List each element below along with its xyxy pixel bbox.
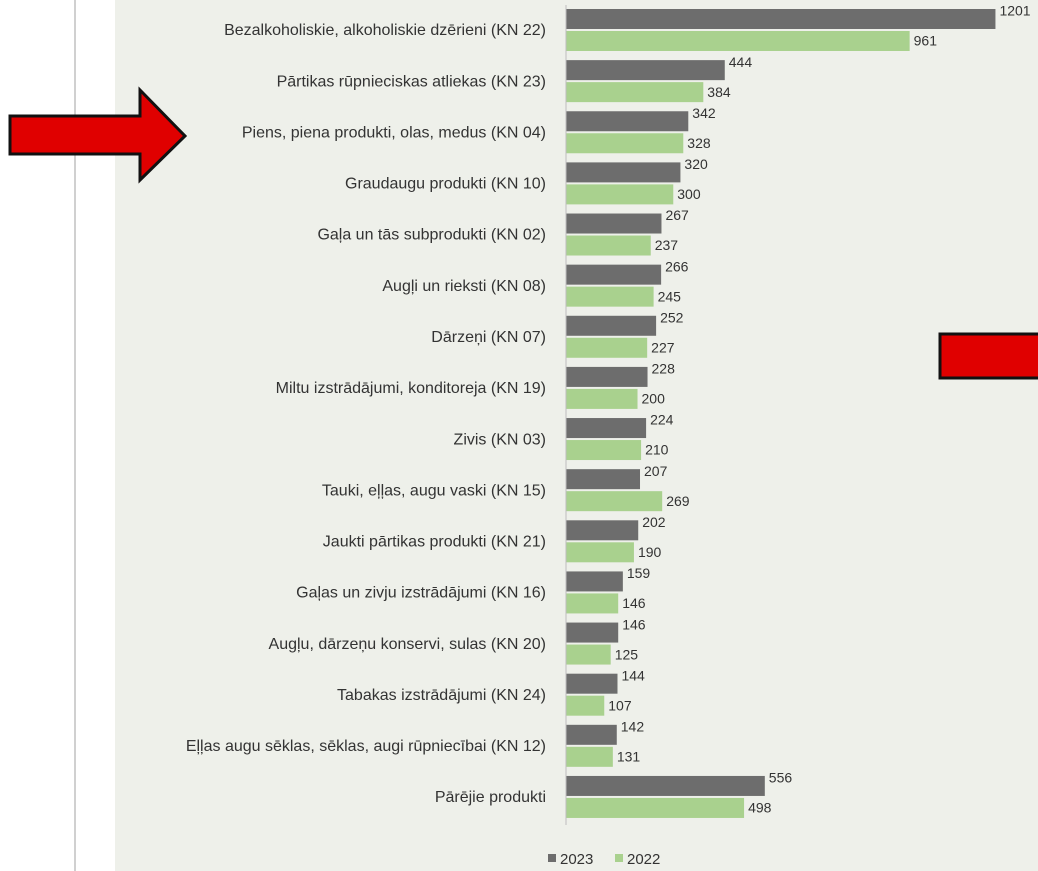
bar [566, 9, 996, 29]
value-label: 146 [622, 595, 646, 611]
bar [566, 440, 642, 461]
value-label: 328 [687, 135, 711, 151]
value-label: 125 [615, 646, 639, 662]
category-label: Graudaugu produkti (KN 10) [345, 176, 546, 193]
bar [566, 162, 681, 183]
bar [566, 622, 619, 643]
value-label: 498 [748, 800, 772, 816]
legend-swatch [615, 854, 623, 862]
bar [566, 82, 704, 103]
value-label: 245 [658, 288, 682, 304]
legend-swatch [548, 854, 556, 862]
bar [566, 644, 611, 665]
value-label: 224 [650, 412, 674, 428]
value-label: 342 [692, 105, 716, 121]
bar [566, 673, 618, 694]
value-label: 107 [608, 697, 632, 713]
bar [566, 264, 662, 285]
bar [566, 184, 674, 205]
category-label: Dārzeņi (KN 07) [431, 329, 546, 346]
value-label: 384 [707, 84, 731, 100]
value-label: 228 [652, 361, 676, 377]
bar [566, 315, 657, 336]
value-label: 227 [651, 339, 675, 355]
bar [566, 388, 638, 409]
arrow-annotation [8, 86, 188, 184]
bar [566, 695, 605, 716]
bar [566, 775, 765, 796]
category-label: Augļu, dārzeņu konservi, sulas (KN 20) [269, 636, 546, 653]
value-label: 556 [769, 770, 793, 786]
category-label: Bezalkoholiskie, alkoholiskie dzērieni (… [224, 22, 546, 39]
bar [566, 491, 663, 512]
bar [566, 366, 648, 387]
value-label: 1201 [999, 3, 1030, 19]
value-label: 252 [660, 309, 684, 325]
category-label: Gaļas un zivju izstrādājumi (KN 16) [296, 585, 546, 602]
bar [566, 337, 648, 358]
value-label: 202 [642, 514, 666, 530]
bar [566, 133, 684, 154]
value-label: 144 [621, 667, 645, 683]
bar [566, 31, 910, 51]
value-label: 269 [666, 493, 690, 509]
plot: Bezalkoholiskie, alkoholiskie dzērieni (… [186, 3, 1031, 868]
category-label: Pārtikas rūpnieciskas atliekas (KN 23) [277, 73, 546, 90]
bar [566, 286, 654, 307]
bar [566, 418, 647, 439]
value-label: 237 [655, 237, 679, 253]
value-label: 961 [914, 33, 938, 49]
value-label: 131 [617, 749, 641, 765]
value-label: 146 [622, 616, 646, 632]
bar [566, 724, 617, 745]
value-label: 320 [684, 156, 708, 172]
bar [566, 469, 641, 490]
bar [566, 235, 651, 256]
category-label: Zivis (KN 03) [454, 431, 546, 448]
legend-label: 2022 [627, 851, 660, 868]
value-label: 207 [644, 463, 668, 479]
category-label: Tabakas izstrādājumi (KN 24) [337, 687, 546, 704]
arrow-annotation [938, 332, 1038, 380]
bar [566, 111, 689, 132]
category-label: Augļi un rieksti (KN 08) [382, 278, 546, 295]
value-label: 200 [642, 391, 666, 407]
category-label: Piens, piena produkti, olas, medus (KN 0… [242, 124, 546, 141]
bar [566, 746, 613, 767]
bar [566, 797, 745, 818]
bar [566, 593, 619, 614]
bar [566, 542, 634, 563]
legend-label: 2023 [560, 851, 593, 868]
category-label: Tauki, eļļas, augu vaski (KN 15) [322, 482, 546, 499]
category-label: Pārējie produkti [435, 789, 546, 806]
value-label: 190 [638, 544, 662, 560]
category-label: Gaļa un tās subprodukti (KN 02) [317, 227, 546, 244]
value-label: 444 [729, 54, 753, 70]
value-label: 267 [665, 207, 689, 223]
bar [566, 213, 662, 234]
bar [566, 60, 725, 81]
category-label: Miltu izstrādājumi, konditoreja (KN 19) [276, 380, 546, 397]
category-label: Jaukti pārtikas produkti (KN 21) [323, 534, 546, 551]
bar [566, 520, 639, 541]
value-label: 142 [621, 719, 645, 735]
value-label: 266 [665, 258, 689, 274]
bar [566, 571, 623, 592]
value-label: 210 [645, 442, 669, 458]
category-label: Eļļas augu sēklas, sēklas, augi rūpniecī… [186, 738, 546, 755]
value-label: 300 [677, 186, 701, 202]
value-label: 159 [627, 565, 651, 581]
